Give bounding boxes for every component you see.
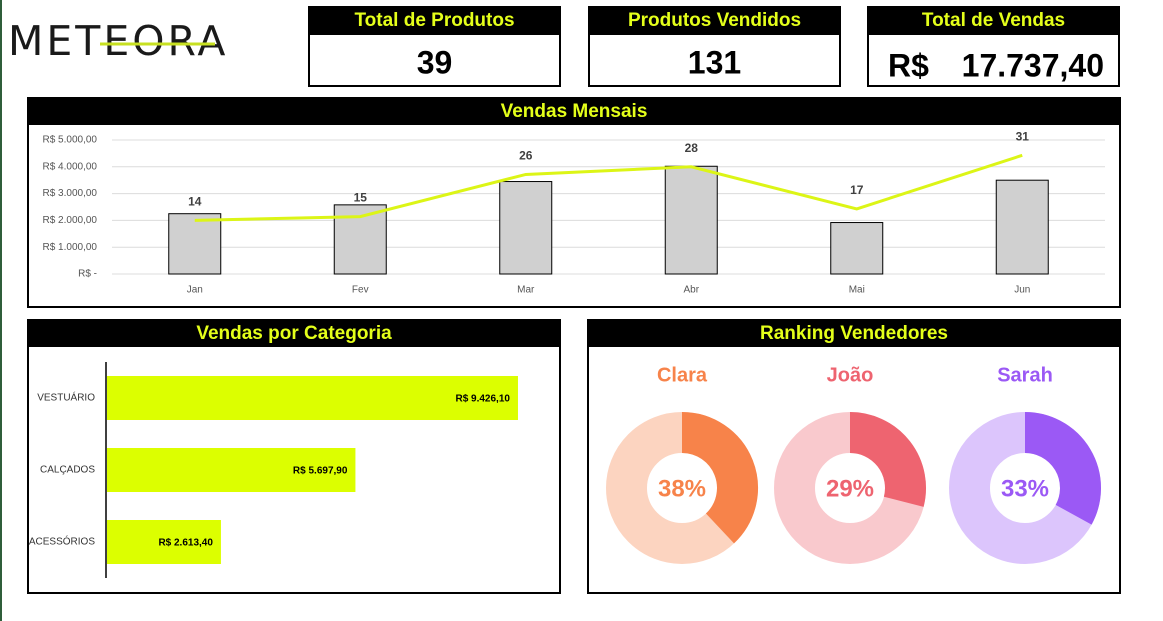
kpi-title-bar	[589, 7, 840, 35]
kpi-title: Total de Produtos	[354, 10, 514, 31]
kpi-card: Total de Produtos 39	[308, 6, 561, 87]
line	[194, 153, 1023, 222]
donut-label: 33%	[1001, 475, 1049, 502]
panel-title-bar	[28, 98, 1120, 125]
panel-title: Ranking Vendedores	[760, 323, 948, 344]
kpi-value: 131	[688, 44, 741, 80]
kpi-title: Total de Vendas	[922, 10, 1065, 31]
data-label: 14	[188, 195, 202, 209]
x-tick-label: Fev	[352, 285, 369, 296]
donut-slice	[680, 412, 758, 544]
data-label: 17	[850, 183, 864, 197]
seller-name: João	[827, 364, 874, 386]
y-tick-label: R$ 4.000,00	[43, 161, 98, 172]
x-tick-label: Jun	[1014, 285, 1030, 296]
kpi-card: Produtos Vendidos 131	[588, 6, 841, 87]
x-tick-label: Jan	[187, 285, 203, 296]
kpi-title-bar	[309, 7, 560, 35]
data-label: 15	[354, 191, 368, 205]
bar	[107, 448, 356, 492]
y-tick-label: ACESSÓRIOS	[29, 535, 95, 548]
panel	[587, 319, 1121, 594]
data-label: R$ 5.697,90	[293, 466, 348, 477]
kpi-title-bar	[868, 7, 1119, 35]
bar	[107, 520, 221, 564]
x-tick-label: Abr	[683, 285, 699, 296]
bar	[830, 222, 884, 275]
data-label: 31	[1016, 129, 1030, 143]
data-label: 28	[685, 141, 699, 155]
y-tick-label: R$ 1.000,00	[43, 242, 98, 253]
donut-label: 38%	[658, 475, 706, 502]
panel-title: Vendas por Categoria	[196, 323, 392, 344]
bar	[168, 213, 222, 275]
donut-slice	[848, 412, 926, 507]
x-tick-label: Mar	[517, 285, 535, 296]
left-border	[0, 0, 2, 621]
bar	[664, 165, 718, 275]
kpi-title: Produtos Vendidos	[628, 10, 801, 31]
kpi-value: 39	[417, 44, 453, 80]
seller-name: Clara	[657, 364, 708, 386]
x-tick-label: Mai	[849, 285, 865, 296]
data-label: R$ 2.613,40	[158, 538, 213, 549]
y-tick-label: R$ -	[78, 269, 97, 280]
kpi-currency: R$	[888, 47, 929, 83]
y-tick-label: R$ 3.000,00	[43, 188, 98, 199]
y-tick-label: VESTUÁRIO	[37, 391, 95, 404]
panel-title-bar	[28, 320, 560, 347]
y-tick-label: R$ 2.000,00	[43, 215, 98, 226]
panel-title-bar	[588, 320, 1120, 347]
bar	[995, 179, 1049, 275]
donut-slice	[1023, 412, 1101, 525]
logo: METEORA	[8, 17, 228, 65]
y-tick-label: CALÇADOS	[40, 465, 95, 476]
kpi-value: 17.737,40	[962, 47, 1104, 83]
kpi-card: Total de Vendas R$ 17.737,40	[867, 6, 1120, 87]
data-label: R$ 9.426,10	[455, 394, 510, 405]
data-label: 26	[519, 149, 533, 163]
bar	[499, 181, 553, 275]
panel-title: Vendas Mensais	[501, 101, 648, 122]
seller-name: Sarah	[997, 364, 1053, 386]
donut-label: 29%	[826, 475, 874, 502]
bar	[107, 376, 518, 420]
y-tick-label: R$ 5.000,00	[43, 135, 98, 146]
